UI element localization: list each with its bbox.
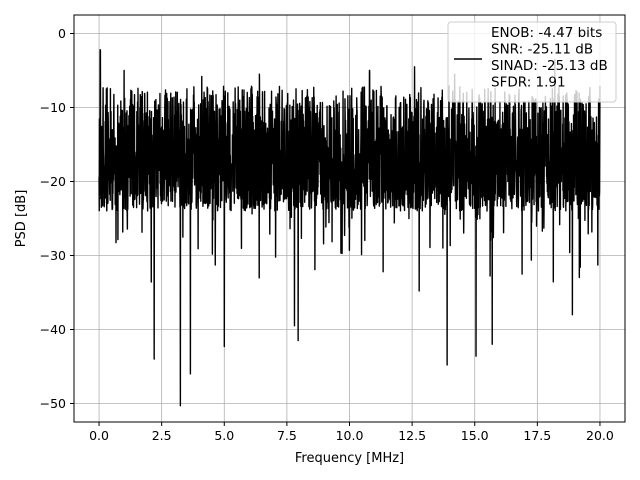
- psd-series-line: [98, 49, 601, 407]
- y-axis-label: PSD [dB]: [14, 190, 29, 248]
- y-tick-label: −40: [40, 322, 66, 337]
- x-tick-label: 7.5: [277, 428, 297, 443]
- y-tick-label: −20: [40, 174, 66, 189]
- legend-box: [447, 21, 617, 103]
- legend-entry: SFDR: 1.91: [491, 75, 566, 91]
- y-tick-label: −30: [40, 248, 66, 263]
- x-tick-label: 5.0: [214, 428, 234, 443]
- legend-entry: SINAD: -25.13 dB: [491, 58, 608, 74]
- x-tick-label: 15.0: [461, 428, 489, 443]
- x-axis-label: Frequency [MHz]: [295, 451, 404, 466]
- legend-entry: SNR: -25.11 dB: [491, 42, 593, 58]
- y-tick-label: 0: [58, 26, 66, 41]
- x-tick-label: 0.0: [89, 428, 109, 443]
- series-layer: [98, 49, 601, 407]
- axis-ticks: 0.0 2.5 5.0 7.5 10.0 12.5 15.0 17.5 20.0 0 −10 −20 −…: [40, 26, 614, 443]
- x-tick-label: 10.0: [336, 428, 364, 443]
- y-tick-label: −50: [40, 396, 66, 411]
- legend-entry: ENOB: -4.47 bits: [491, 25, 602, 41]
- x-tick-label: 2.5: [152, 428, 172, 443]
- x-tick-label: 17.5: [523, 428, 551, 443]
- y-tick-label: −10: [40, 100, 66, 115]
- x-tick-label: 12.5: [398, 428, 426, 443]
- x-tick-label: 20.0: [586, 428, 614, 443]
